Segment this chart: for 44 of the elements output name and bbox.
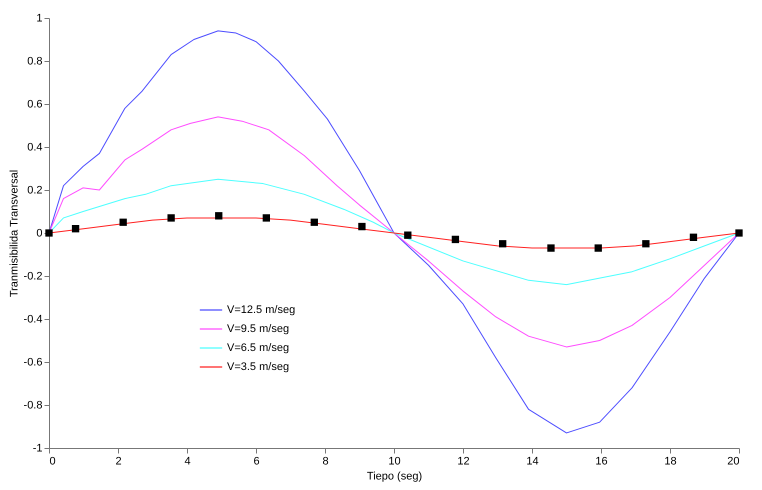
legend-label: V=6.5 m/seg xyxy=(227,342,290,354)
legend-label: V=9.5 m/seg xyxy=(227,323,290,335)
point xyxy=(45,229,53,237)
point xyxy=(735,229,743,237)
point xyxy=(120,218,127,226)
y-tick-label: -0.4 xyxy=(24,314,42,326)
x-axis-title: Tiepo (seg) xyxy=(366,470,422,482)
x-tick-label: 2 xyxy=(115,456,122,468)
x-tick-label: 0 xyxy=(50,456,56,468)
point xyxy=(310,218,318,226)
y-tick-label: 0 xyxy=(36,228,42,240)
x-tick-label: 18 xyxy=(664,456,677,468)
legend-label: V=3.5 m/seg xyxy=(227,361,290,373)
point xyxy=(215,212,222,220)
point xyxy=(72,225,80,232)
x-tick-label: 4 xyxy=(184,456,191,468)
y-tick-label: 1 xyxy=(36,12,42,24)
y-tick-label: 0.6 xyxy=(27,98,42,110)
y-tick-label: -0.2 xyxy=(24,270,42,282)
point xyxy=(642,240,650,248)
y-tick-label: 0.4 xyxy=(27,142,42,154)
x-tick-label: 12 xyxy=(457,456,470,468)
point xyxy=(452,236,460,244)
point xyxy=(547,244,555,252)
point xyxy=(404,231,412,239)
point xyxy=(167,214,175,222)
point xyxy=(358,222,366,230)
point xyxy=(690,234,698,241)
x-tick-label: 14 xyxy=(526,456,539,468)
x-tick-label: 20 xyxy=(727,456,740,468)
x-tick-label: 10 xyxy=(388,456,401,468)
legend-label: V=12.5 m/seg xyxy=(227,304,296,316)
point xyxy=(499,240,506,248)
point xyxy=(594,244,602,252)
x-tick-label: 6 xyxy=(253,456,260,468)
y-tick-label: 0.8 xyxy=(27,56,42,68)
y-tick-label: -0.8 xyxy=(24,400,42,412)
x-tick-label: 8 xyxy=(322,456,329,468)
y-tick-label: -0.6 xyxy=(24,356,42,368)
y-tick-label: 0.2 xyxy=(27,184,42,196)
point xyxy=(262,214,270,222)
y-axis-title: Tranmisibilida Transversal xyxy=(8,170,21,298)
y-tick-label: -1 xyxy=(32,442,42,454)
x-tick-label: 16 xyxy=(595,456,608,468)
